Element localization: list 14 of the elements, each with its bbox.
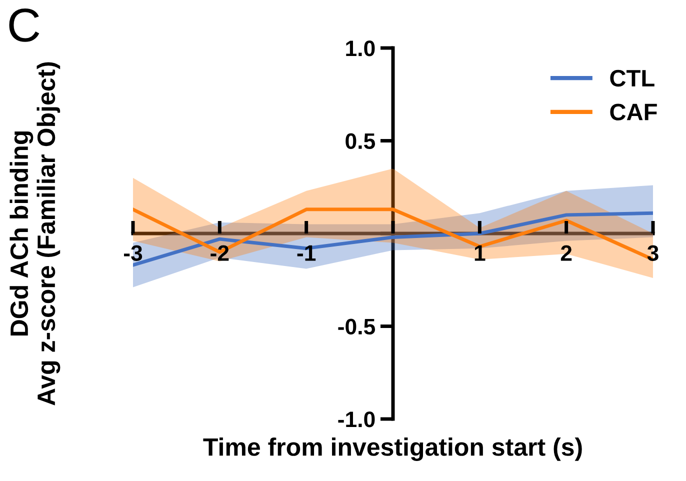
legend-label: CAF [610,104,657,120]
x-tick-label: 1 [474,245,486,261]
y-axis-title: DGd ACh binding Avg z-score (Familiar Object) [10,62,60,406]
text: C [9,8,40,42]
y-tick-label: 0.5 [346,133,376,150]
legend-label: CTL [610,70,654,87]
y-tick-label: -1.0 [338,412,375,428]
y-tick-label: 1.0 [346,40,375,56]
x-tick-label: -3 [124,245,142,261]
y-tick-label: -0.5 [338,318,376,335]
x-axis-title: Time from investigation start (s) [203,438,582,461]
x-tick-label: 2 [560,245,572,261]
x-tick-label: -1 [297,245,316,261]
x-tick-label: 3 [647,245,658,261]
